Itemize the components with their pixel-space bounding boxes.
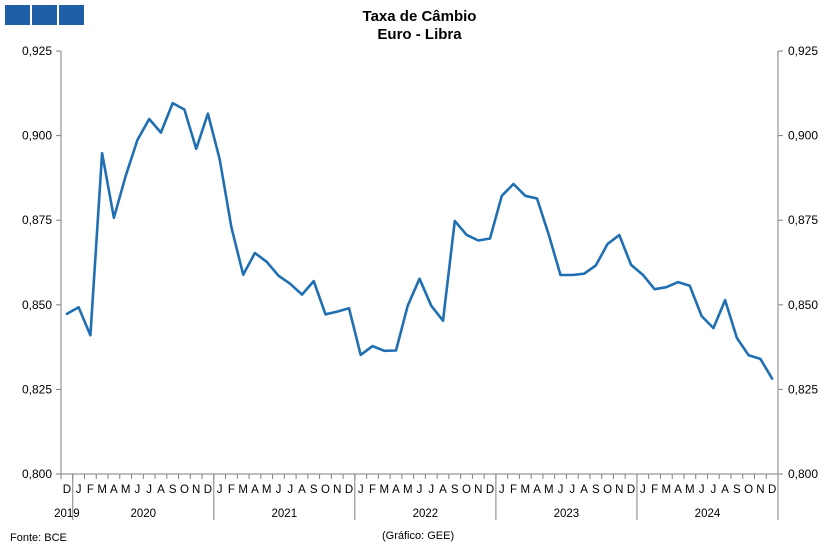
x-tick-label: S <box>169 484 177 496</box>
y-tick-label-right: 0,925 <box>788 44 818 58</box>
y-tick-label-left: 0,875 <box>22 213 52 227</box>
series-group <box>65 101 774 380</box>
y-tick-label-left: 0,925 <box>22 44 52 58</box>
x-tick-label: J <box>276 484 282 496</box>
x-tick-label: A <box>157 484 165 496</box>
x-tick-label: J <box>428 484 434 496</box>
y-tick-label-right: 0,875 <box>788 213 818 227</box>
y-tick-label-right: 0,850 <box>788 298 818 312</box>
credit-note: (Gráfico: GEE) <box>382 530 455 542</box>
x-tick-label: A <box>392 484 400 496</box>
x-tick-label: J <box>569 484 575 496</box>
x-tick-label: O <box>744 484 753 496</box>
x-tick-label: M <box>662 484 672 496</box>
x-tick-label: S <box>592 484 600 496</box>
x-tick-label: N <box>756 484 764 496</box>
y-tick-label-right: 0,825 <box>788 382 818 396</box>
x-tick-label: D <box>345 484 353 496</box>
x-tick-label: F <box>228 484 235 496</box>
x-tick-label: N <box>615 484 623 496</box>
x-tick-label: J <box>417 484 423 496</box>
y-tick-label-right: 0,900 <box>788 129 818 143</box>
chart-title: Taxa de Câmbio <box>362 8 477 25</box>
x-tick-label: J <box>217 484 223 496</box>
x-tick-label: J <box>558 484 564 496</box>
x-tick-label: D <box>204 484 212 496</box>
x-tick-label: M <box>520 484 530 496</box>
year-label: 2021 <box>272 508 298 520</box>
chart-subtitle: Euro - Libra <box>377 26 462 43</box>
y-tick-label-left: 0,850 <box>22 298 52 312</box>
x-tick-label: J <box>76 484 82 496</box>
y-axis-right: 0,800 0,825 0,850 0,875 0,900 0,925 <box>778 44 818 481</box>
x-tick-label: D <box>768 484 776 496</box>
x-tick-label: O <box>603 484 612 496</box>
x-tick-label: M <box>238 484 248 496</box>
x-tick-label: A <box>533 484 541 496</box>
x-tick-label: S <box>733 484 741 496</box>
x-tick-label: F <box>369 484 376 496</box>
y-tick-label-left: 0,825 <box>22 382 52 396</box>
x-tick-label: A <box>580 484 588 496</box>
x-tick-label: N <box>333 484 341 496</box>
x-tick-label: O <box>462 484 471 496</box>
x-tick-label: D <box>486 484 494 496</box>
x-tick-label: M <box>121 484 131 496</box>
x-tick-label: M <box>685 484 695 496</box>
x-tick-label: J <box>640 484 646 496</box>
x-tick-label: A <box>674 484 682 496</box>
year-label: 2020 <box>130 508 156 520</box>
x-tick-label: A <box>110 484 118 496</box>
x-tick-label: M <box>544 484 554 496</box>
y-axis-left: 0,800 0,825 0,850 0,875 0,900 0,925 <box>22 44 61 481</box>
x-tick-label: N <box>474 484 482 496</box>
gee-logo-icon <box>5 5 84 25</box>
x-tick-label: N <box>192 484 200 496</box>
x-tick-label: A <box>439 484 447 496</box>
year-label: 2022 <box>413 508 439 520</box>
x-tick-label: M <box>379 484 389 496</box>
x-tick-label: F <box>651 484 658 496</box>
x-tick-label: J <box>710 484 716 496</box>
series-line <box>65 101 774 380</box>
x-tick-label: A <box>251 484 259 496</box>
x-tick-label: J <box>699 484 705 496</box>
chart-axes <box>60 51 779 475</box>
x-tick-label: D <box>627 484 635 496</box>
source-note: Fonte: BCE <box>10 532 67 544</box>
x-tick-label: A <box>721 484 729 496</box>
x-tick-label: M <box>97 484 107 496</box>
x-tick-label: J <box>146 484 152 496</box>
x-tick-label: S <box>451 484 459 496</box>
chart-title-block: Taxa de Câmbio Euro - Libra <box>0 8 839 44</box>
x-tick-label: F <box>510 484 517 496</box>
year-label: 2019 <box>54 508 80 520</box>
y-tick-label-right: 0,800 <box>788 467 818 481</box>
x-tick-label: J <box>358 484 364 496</box>
y-tick-label-left: 0,800 <box>22 467 52 481</box>
x-tick-label: M <box>262 484 272 496</box>
x-tick-label: O <box>321 484 330 496</box>
x-tick-label: A <box>298 484 306 496</box>
x-tick-label: D <box>63 484 71 496</box>
x-tick-label: J <box>135 484 141 496</box>
year-label: 2023 <box>554 508 580 520</box>
x-tick-label: S <box>310 484 318 496</box>
x-tick-label: J <box>499 484 505 496</box>
x-tick-label: O <box>180 484 189 496</box>
x-tick-label: M <box>403 484 413 496</box>
year-label: 2024 <box>695 508 721 520</box>
x-tick-label: J <box>287 484 293 496</box>
y-tick-label-left: 0,900 <box>22 129 52 143</box>
x-tick-label: F <box>87 484 94 496</box>
